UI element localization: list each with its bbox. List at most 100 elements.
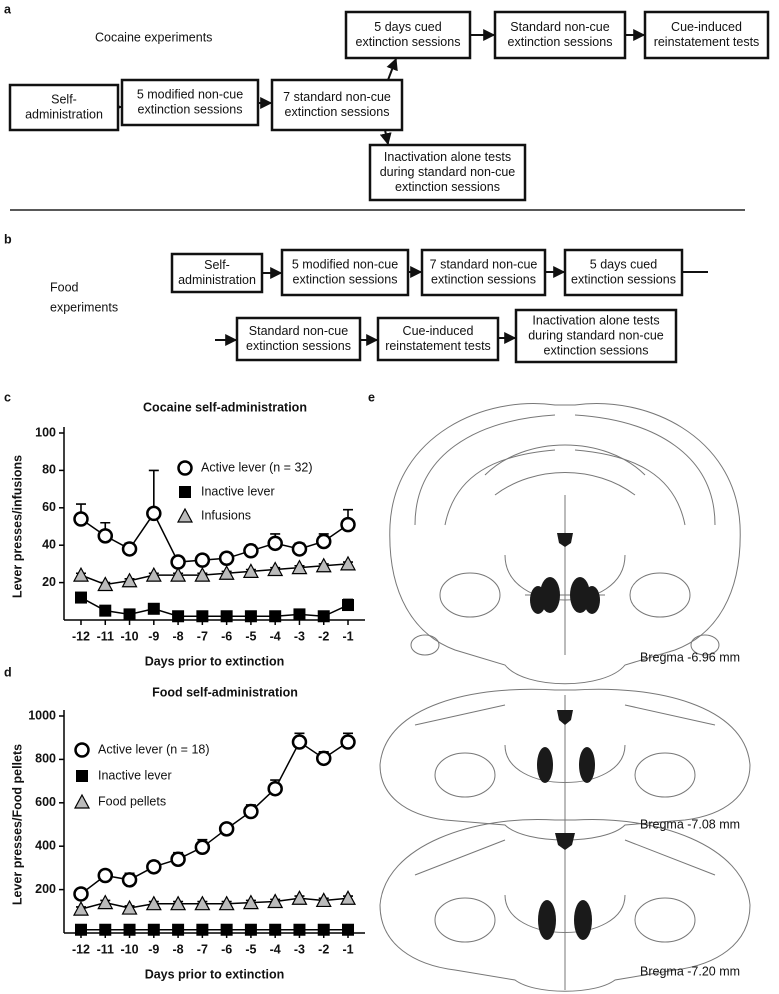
marker — [73, 511, 89, 527]
x-axis-label: Days prior to extinction — [145, 654, 285, 668]
marker — [242, 894, 259, 910]
marker — [72, 900, 89, 916]
marker — [342, 923, 355, 936]
series — [74, 591, 355, 623]
x-tick-label: -1 — [342, 629, 353, 643]
marker — [121, 872, 138, 888]
legend-label: Infusions — [201, 508, 251, 522]
x-tick-label: -6 — [221, 942, 232, 956]
panel-label: d — [4, 665, 12, 679]
marker — [147, 602, 160, 615]
marker — [218, 895, 235, 911]
x-tick-label: -5 — [245, 629, 256, 643]
flow-box-text: Self- — [51, 92, 77, 106]
brain-section — [379, 688, 751, 841]
flow-box — [280, 248, 410, 297]
flow-box-text: extinction sessions — [138, 102, 243, 116]
marker — [123, 923, 136, 936]
x-tick-label: -2 — [318, 629, 329, 643]
flow-box-text: extinction sessions — [293, 272, 398, 286]
marker — [293, 923, 306, 936]
diagram-title: Food — [50, 280, 79, 294]
flow-box — [120, 78, 260, 127]
marker — [121, 541, 138, 557]
legend-marker — [179, 486, 191, 498]
flow-box-text: extinction sessions — [395, 180, 500, 194]
flow-box-text: administration — [25, 107, 103, 121]
x-tick-label: -11 — [97, 629, 114, 643]
flow-box-text: extinction sessions — [571, 272, 676, 286]
flow-box — [170, 252, 264, 294]
marker — [194, 895, 211, 911]
brain-section — [379, 818, 751, 992]
flow-box — [643, 10, 770, 60]
chart-title: Cocaine self-administration — [143, 400, 307, 414]
marker — [267, 535, 283, 552]
y-tick-label: 600 — [35, 795, 56, 809]
flow-box-text: extinction sessions — [431, 272, 536, 286]
marker — [269, 610, 282, 623]
marker — [342, 599, 355, 612]
marker — [315, 750, 332, 767]
marker — [218, 564, 235, 580]
y-axis-label: Lever presses/Food pellets — [10, 744, 24, 905]
marker — [172, 923, 185, 936]
flow-box-text: Inactivation alone tests — [384, 150, 511, 164]
marker — [242, 563, 259, 578]
marker — [293, 608, 306, 621]
marker — [340, 734, 356, 750]
x-tick-label: -8 — [173, 629, 184, 643]
marker — [267, 561, 284, 577]
x-tick-label: -6 — [221, 629, 232, 643]
series-line — [80, 596, 349, 618]
section-label: Bregma -6.96 mm — [640, 650, 740, 664]
x-tick-label: -4 — [270, 629, 281, 643]
y-tick-label: 100 — [35, 425, 56, 439]
legend-marker — [177, 460, 193, 476]
flow-box — [8, 83, 120, 132]
flow-box — [563, 248, 684, 297]
y-tick-label: 40 — [42, 537, 56, 551]
flow-box — [493, 10, 627, 60]
x-tick-label: -9 — [148, 629, 159, 643]
y-axis-label: Lever presses/infusions — [10, 455, 24, 598]
flow-box-text: reinstatement tests — [385, 339, 491, 353]
flow-box-text: extinction sessions — [285, 105, 390, 119]
flow-box-text: 5 modified non-cue — [292, 257, 398, 271]
panel-label: e — [368, 390, 375, 404]
panel-label: c — [4, 390, 11, 404]
flow-box-text: Inactivation alone tests — [532, 313, 659, 327]
y-tick-label: 200 — [35, 882, 56, 896]
marker — [99, 604, 112, 617]
series — [74, 923, 355, 936]
marker — [340, 555, 357, 571]
flow-box-text: extinction sessions — [508, 35, 613, 49]
marker — [340, 890, 357, 905]
x-tick-label: -11 — [97, 942, 114, 956]
flow-box-text: 7 standard non-cue — [283, 90, 391, 104]
marker — [220, 610, 233, 623]
legend-label: Inactive lever — [201, 484, 275, 498]
legend-label: Active lever (n = 18) — [98, 742, 210, 756]
flow-box-text: Cue-induced — [671, 20, 742, 34]
series — [72, 555, 357, 592]
y-tick-label: 800 — [35, 752, 56, 766]
flow-box-text: Standard non-cue — [510, 20, 609, 34]
y-tick-label: 400 — [35, 838, 56, 852]
marker — [291, 734, 308, 750]
flow-box-text: reinstatement tests — [654, 35, 760, 49]
chart-title: Food self-administration — [152, 685, 298, 699]
marker — [317, 610, 330, 623]
flow-box — [368, 143, 527, 202]
brain-section — [389, 403, 741, 685]
x-tick-label: -3 — [294, 629, 305, 643]
flow-box-text: Standard non-cue — [249, 324, 348, 338]
marker — [315, 533, 332, 550]
marker — [196, 923, 209, 936]
x-tick-label: -2 — [318, 942, 329, 956]
flow-box — [270, 78, 404, 132]
y-tick-label: 1000 — [28, 708, 56, 722]
marker — [97, 528, 114, 544]
marker — [218, 550, 235, 567]
marker — [170, 851, 186, 867]
